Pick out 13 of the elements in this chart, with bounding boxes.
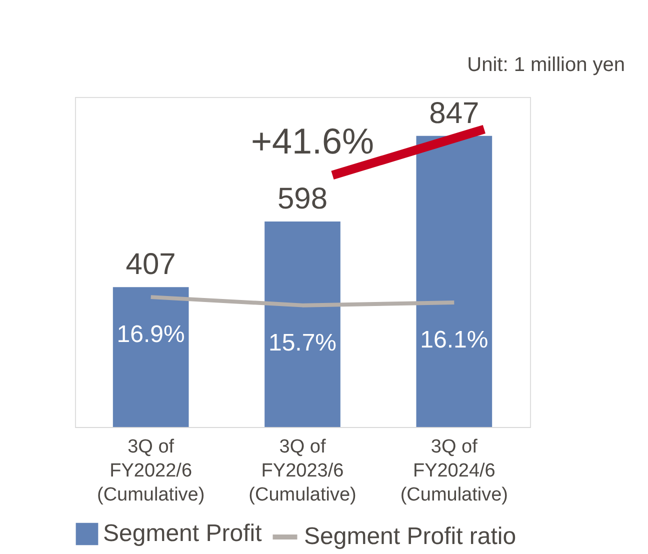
legend-label: Segment Profit: [103, 520, 262, 547]
data-label: 15.7%: [268, 329, 337, 356]
data-label: 598: [277, 182, 328, 216]
x-tick-label: 3Q of FY2024/6 (Cumulative): [400, 436, 508, 506]
annotation: +41.6%: [250, 120, 374, 162]
data-label: 16.9%: [116, 321, 185, 348]
data-label: 407: [126, 248, 176, 282]
data-label: 847: [429, 96, 480, 130]
legend-label: Segment Profit ratio: [304, 523, 516, 550]
x-tick-label: 3Q of FY2022/6 (Cumulative): [96, 436, 205, 506]
text: Unit: 1 million yen: [467, 54, 625, 76]
data-label: 16.1%: [420, 326, 488, 354]
x-tick-label: 3Q of FY2023/6 (Cumulative): [248, 436, 356, 506]
